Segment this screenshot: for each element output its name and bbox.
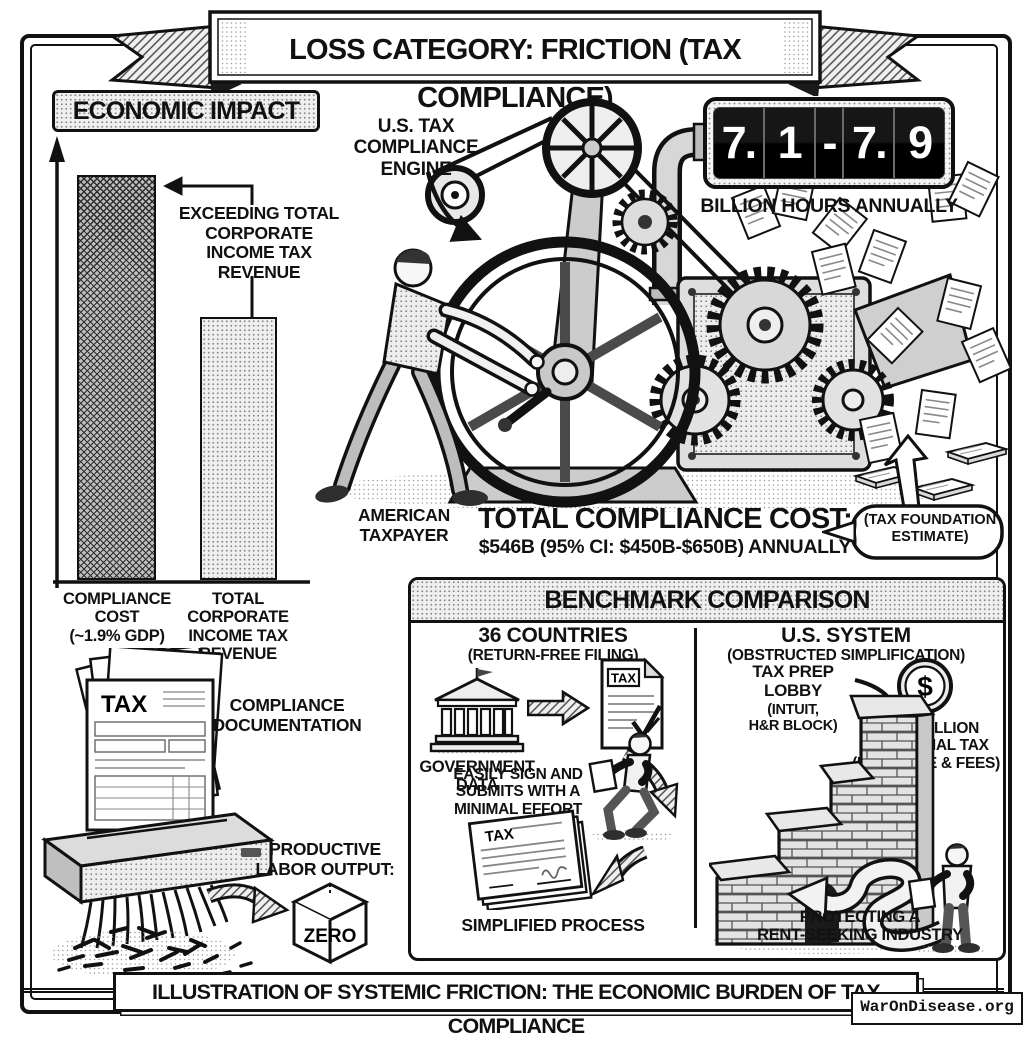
bar-corporate-tax-revenue	[200, 317, 277, 580]
gear-right	[812, 359, 894, 441]
column-divider	[694, 628, 697, 928]
economic-impact-header: ECONOMIC IMPACT	[52, 90, 320, 132]
taxpayer-figure	[315, 248, 545, 506]
banner-title: LOSS CATEGORY: FRICTION (TAX COMPLIANCE)	[289, 34, 742, 114]
gear-large	[706, 266, 824, 384]
tax-prep-lobby-label: TAX PREP LOBBY	[752, 662, 834, 701]
benchmark-title: BENCHMARK COMPARISON	[544, 586, 870, 614]
flywheel	[429, 236, 701, 508]
government-data-label: GOVERNMENT DATA	[419, 758, 535, 795]
annotation-arrow	[163, 176, 254, 205]
engine-label: U.S. TAX COMPLIANCE ENGINE	[353, 116, 479, 180]
tax-form: TAX	[85, 678, 215, 832]
callout-left-arrow	[822, 519, 857, 545]
benchmark-panel: BENCHMARK COMPARISON 36 COUNTRIES (RETUR…	[408, 577, 1006, 961]
simplified-process-label: SIMPLIFIED PROCESS	[461, 915, 645, 935]
counter-digit: 7.	[844, 108, 896, 178]
callout-label: (TAX FOUNDATION ESTIMATE)	[863, 512, 997, 545]
gear-top	[612, 189, 678, 255]
compliance-cost-title: TOTAL COMPLIANCE COST:	[478, 503, 853, 535]
engine-label-arrow	[425, 171, 483, 242]
counter-digit: -	[816, 108, 845, 178]
economic-impact-title: ECONOMIC IMPACT	[72, 97, 300, 125]
benchmark-header: BENCHMARK COMPARISON	[411, 580, 1003, 623]
footer-caption: ILLUSTRATION OF SYSTEMIC FRICTION: THE E…	[152, 980, 881, 1038]
pile-to-cube-arrow	[206, 883, 290, 924]
bar-chart-axes	[49, 136, 310, 588]
bar-compliance-cost	[77, 175, 156, 580]
winding-path-arrow	[786, 858, 948, 952]
callout-up-arrow	[883, 433, 929, 510]
tax-return-document-icon: TAX	[600, 657, 665, 750]
hours-counter: 7. 1 - 7. 9	[703, 97, 955, 189]
zero-output-cube: ZERO	[290, 882, 370, 965]
right-heading: U.S. SYSTEM	[781, 624, 911, 647]
kneeling-person-icon	[588, 732, 675, 842]
signature	[541, 866, 568, 879]
shred-pile	[51, 926, 253, 978]
signed-documents-icon: TAX	[467, 809, 593, 910]
title-ribbon	[107, 10, 923, 96]
tax-form-label: TAX	[101, 691, 147, 718]
counter-digit: 9	[908, 117, 933, 168]
bar1-label: COMPLIANCE COST (~1.9% GDP)	[63, 590, 171, 645]
american-taxpayer-label: AMERICAN TAXPAYER	[358, 505, 450, 545]
transfer-arrow-icon	[527, 690, 591, 726]
shredder-body	[41, 812, 275, 905]
shredder-illustration: TAX	[41, 648, 275, 978]
counter-display: 7. 1 - 7. 9	[713, 107, 945, 179]
chart-annotation: EXCEEDING TOTAL CORPORATE INCOME TAX REV…	[178, 203, 340, 282]
zero-label: ZERO	[304, 926, 357, 947]
counter-digit: 1	[765, 108, 816, 178]
footer-banner: ILLUSTRATION OF SYSTEMIC FRICTION: THE E…	[113, 972, 919, 1038]
y-axis-arrowhead	[49, 136, 65, 162]
crank-handle	[503, 387, 552, 427]
counter-caption: BILLION HOURS ANNUALLY	[700, 195, 958, 217]
rent-seeking-label: PROTECTING A RENT-SEEKING INDUSTRY	[757, 908, 963, 945]
signed-doc-label: TAX	[484, 825, 515, 845]
tax-doc-label: TAX	[611, 671, 636, 686]
top-pulley	[542, 98, 642, 198]
compliance-cost-detail: $546B (95% CI: $450B-$650B) ANNUALLY	[478, 536, 852, 558]
person-to-doc-arrow	[589, 846, 648, 897]
standing-person-icon	[907, 843, 987, 955]
dollar-symbol: $	[917, 671, 933, 702]
tax-foundation-callout	[822, 433, 1004, 560]
left-heading: 36 COUNTRIES	[478, 624, 628, 647]
watermark: WarOnDisease.org	[851, 992, 1023, 1025]
footer-left-rule	[24, 988, 113, 993]
government-building-icon	[429, 668, 525, 756]
compliance-documentation-label: COMPLIANCE DOCUMENTATION	[212, 695, 362, 735]
tax-compliance-engine-illustration	[315, 98, 1010, 512]
counter-digit: 7.	[714, 108, 765, 178]
productive-labor-label: PRODUCTIVE LABOR OUTPUT:	[255, 839, 395, 879]
tax-prep-lobby-sub: (INTUIT, H&R BLOCK)	[748, 702, 838, 735]
